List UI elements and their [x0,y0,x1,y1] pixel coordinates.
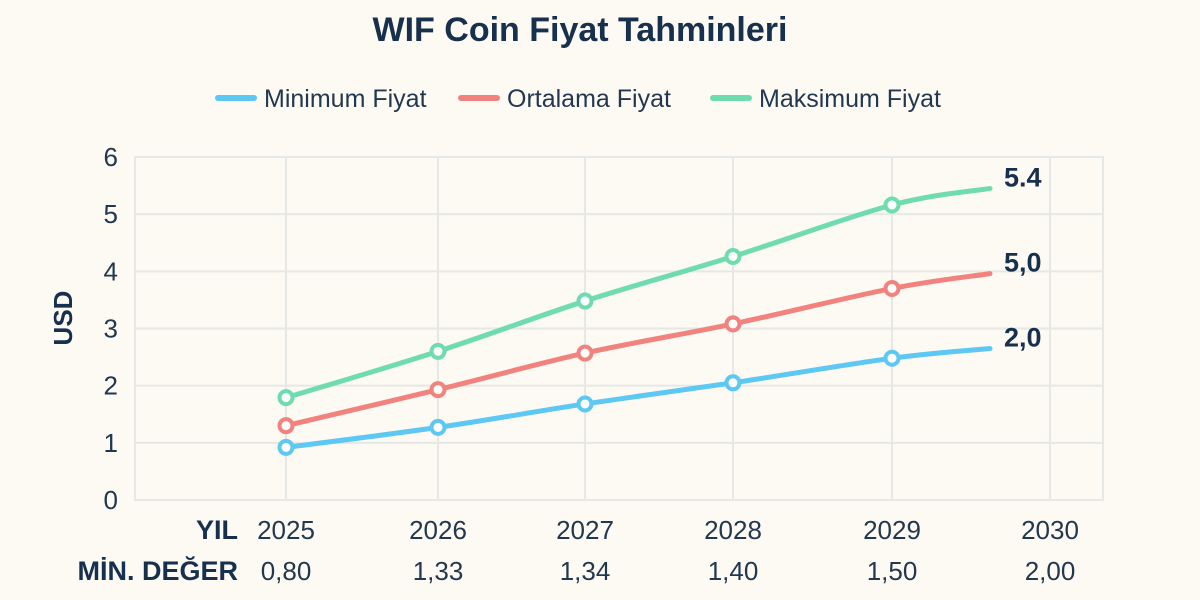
data-point [576,344,594,362]
data-point [883,196,901,214]
series [277,185,993,456]
data-point [883,349,901,367]
table-row-label: MİN. DEĞER [77,555,238,586]
series-end-label: 5,0 [1004,248,1042,278]
min-value-cell: 1,40 [708,556,759,586]
series-end-label: 5.4 [1004,162,1042,192]
y-tick-label: 2 [104,371,118,401]
series-line [283,271,993,429]
y-tick-label: 5 [104,199,118,229]
year-cell: 2028 [704,515,762,545]
legend: Minimum Fiyat Ortalama Fiyat Maksimum Fiya… [215,85,941,113]
min-value-cell: 1,34 [560,556,611,586]
data-point [277,438,295,456]
data-point [883,279,901,297]
series-line [283,185,993,401]
data-point [429,418,447,436]
legend-entry: Maksimum Fiyat [759,85,941,113]
y-tick-label: 3 [104,314,118,344]
y-axis-ticks: 0 1 2 3 4 5 6 [104,142,118,515]
data-point [724,247,742,265]
series-end-label: 2,0 [1004,323,1042,353]
min-value-cell: 0,80 [261,556,312,586]
chart-title: WIF Coin Fiyat Tahminleri [373,11,788,49]
min-value-cell: 1,50 [867,556,918,586]
year-cell: 2025 [257,515,315,545]
y-tick-label: 1 [104,428,118,458]
year-cell: 2030 [1021,515,1079,545]
data-point [429,381,447,399]
bottom-table: 2025 2026 2027 2028 2029 2030 0,80 1,33 1,34 1,40… [257,515,1079,586]
data-point [576,395,594,413]
data-point [576,292,594,310]
legend-entry: Ortalama Fiyat [507,85,671,113]
year-cell: 2029 [863,515,921,545]
year-cell: 2027 [556,515,614,545]
grid [134,156,1104,501]
data-point [429,342,447,360]
min-value-cell: 2,00 [1025,556,1076,586]
data-point [277,417,295,435]
y-tick-label: 6 [104,142,118,172]
legend-entry: Minimum Fiyat [264,85,427,113]
y-tick-label: 0 [104,485,118,515]
year-cell: 2026 [409,515,467,545]
min-value-cell: 1,33 [413,556,464,586]
end-labels: 2,0 5,0 5.4 [1004,162,1042,352]
y-axis-label: USD [48,291,78,346]
data-point [724,374,742,392]
table-header-label: YIL [196,515,238,545]
y-tick-label: 4 [104,256,118,286]
data-point [724,315,742,333]
data-point [277,389,295,407]
